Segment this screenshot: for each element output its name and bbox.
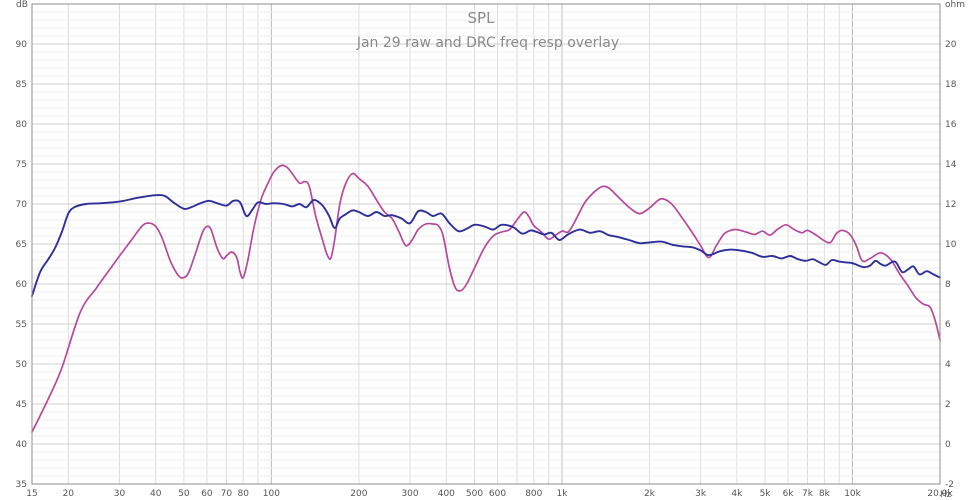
y-axis-unit: dB [16,0,28,10]
x-tick-label: 40 [150,489,162,499]
x-axis-unit: Hz [940,490,952,500]
x-tick-label: 70 [221,489,233,499]
tick-labels: 15 20 30 40 50 60 70 80 100 200 300 400 500 600 800 1k 2… [16,40,957,499]
curves [31,164,941,433]
plot-border [31,3,941,485]
y-tick-label: 85 [16,80,27,90]
y2-tick-label: 2 [945,400,951,410]
y2-tick-label: 4 [945,360,951,370]
y2-tick-label: 20 [945,40,957,50]
x-tick-label: 5k [760,489,772,499]
x-tick-label: 400 [438,489,455,499]
y2-tick-label: 14 [945,160,957,170]
x-tick-label: 4k [731,489,743,499]
y-tick-label: 35 [16,480,27,490]
y-tick-label: 55 [16,320,27,330]
x-tick-label: 8k [819,489,831,499]
y2-tick-label: 0 [945,440,951,450]
x-tick-label: 500 [466,489,483,499]
chart-subtitle: Jan 29 raw and DRC freq resp overlay [356,35,619,51]
y-tick-label: 45 [16,400,27,410]
x-tick-label: 300 [401,489,418,499]
grid [31,3,941,485]
x-tick-label: 600 [489,489,506,499]
x-tick-label: 100 [263,489,280,499]
x-tick-label: 800 [525,489,542,499]
y-tick-label: 50 [16,360,28,370]
y2-tick-label: 8 [945,280,951,290]
x-tick-label: 1k [556,489,568,499]
y2-tick-label: 10 [945,240,957,250]
x-tick-label: 10k [844,489,861,499]
series-line-2 [31,194,941,297]
y-tick-label: 40 [16,440,28,450]
y2-axis-unit: ohm [945,0,965,10]
x-tick-label: 20 [63,489,75,499]
x-tick-label: 2k [644,489,656,499]
y2-tick-label: -2 [945,480,954,490]
y-tick-label: 65 [16,240,27,250]
y2-tick-label: 12 [945,200,956,210]
x-tick-label: 200 [350,489,367,499]
y2-tick-label: 18 [945,80,957,90]
x-tick-label: 60 [201,489,213,499]
x-tick-label: 6k [783,489,795,499]
y2-tick-label: 6 [945,320,951,330]
y2-tick-label: 16 [945,120,957,130]
x-tick-label: 3k [695,489,707,499]
x-tick-label: 20.0k [927,489,953,499]
x-tick-label: 7k [802,489,814,499]
x-tick-label: 30 [114,489,126,499]
chart-title: SPL [468,9,496,27]
x-tick-label: 50 [178,489,190,499]
y-tick-label: 75 [16,160,27,170]
y-tick-label: 90 [16,40,28,50]
y-tick-label: 60 [16,280,28,290]
x-tick-label: 80 [238,489,250,499]
series-line-1 [31,164,941,433]
x-tick-label: 15 [26,489,37,499]
y-tick-label: 70 [16,200,28,210]
y-tick-label: 80 [16,120,28,130]
